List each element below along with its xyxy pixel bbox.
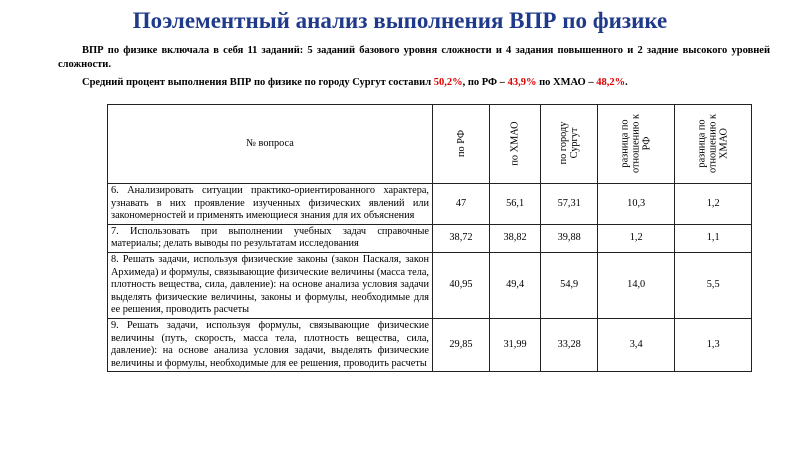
results-table: № вопроса по РФ по ХМАО по городу Сургут… (107, 104, 753, 373)
question-cell: 7. Использовать при выполнении учебных з… (107, 223, 433, 253)
rf-cell: 38,72 (432, 223, 490, 253)
surgut-cell: 57,31 (540, 183, 599, 225)
rf-cell: 47 (432, 183, 490, 225)
header-question: № вопроса (107, 104, 433, 184)
question-cell: 6. Анализировать ситуации практико-ориен… (107, 183, 433, 225)
header-diff-khmao: разница по отношению к ХМАО (674, 104, 753, 184)
summary-text: , по РФ – (462, 77, 508, 88)
summary-text: Средний процент выполнения ВПР по физике… (82, 77, 434, 88)
table-row: 8. Решать задачи, используя физические з… (107, 251, 753, 319)
khmao-cell: 38,82 (488, 223, 542, 253)
diff-khmao-cell: 1,3 (674, 317, 753, 373)
table-row: 7. Использовать при выполнении учебных з… (107, 223, 753, 253)
diff-rf-cell: 10,3 (597, 183, 676, 225)
summary-text: по ХМАО – (536, 77, 597, 88)
khmao-percent: 48,2% (596, 77, 626, 88)
khmao-cell: 49,4 (488, 251, 542, 319)
diff-khmao-cell: 1,1 (674, 223, 753, 253)
intro-paragraph: ВПР по физике включала в себя 11 заданий… (58, 45, 770, 70)
diff-khmao-cell: 5,5 (674, 251, 753, 319)
surgut-cell: 33,28 (540, 317, 599, 373)
table-row: 6. Анализировать ситуации практико-ориен… (107, 183, 753, 225)
diff-rf-cell: 14,0 (597, 251, 676, 319)
header-row: № вопроса по РФ по ХМАО по городу Сургут… (107, 104, 753, 184)
header-diff-rf: разница по отношению к РФ (597, 104, 676, 184)
rf-cell: 29,85 (432, 317, 490, 373)
table-row: 9. Решать задачи, используя формулы, свя… (107, 317, 753, 373)
header-surgut: по городу Сургут (540, 104, 599, 184)
header-rf: по РФ (432, 104, 490, 184)
rf-cell: 40,95 (432, 251, 490, 319)
question-cell: 8. Решать задачи, используя физические з… (107, 251, 433, 319)
surgut-cell: 54,9 (540, 251, 599, 319)
question-cell: 9. Решать задачи, используя формулы, свя… (107, 317, 433, 373)
summary-paragraph: Средний процент выполнения ВПР по физике… (58, 76, 770, 90)
diff-khmao-cell: 1,2 (674, 183, 753, 225)
khmao-cell: 31,99 (488, 317, 542, 373)
surgut-cell: 39,88 (540, 223, 599, 253)
khmao-cell: 56,1 (488, 183, 542, 225)
diff-rf-cell: 3,4 (597, 317, 676, 373)
diff-rf-cell: 1,2 (597, 223, 676, 253)
rf-percent: 43,9% (507, 77, 537, 88)
surgut-percent: 50,2% (433, 77, 463, 88)
header-khmao: по ХМАО (488, 104, 542, 184)
summary-text: . (625, 77, 628, 88)
page-title: Поэлементный анализ выполнения ВПР по фи… (132, 8, 668, 33)
